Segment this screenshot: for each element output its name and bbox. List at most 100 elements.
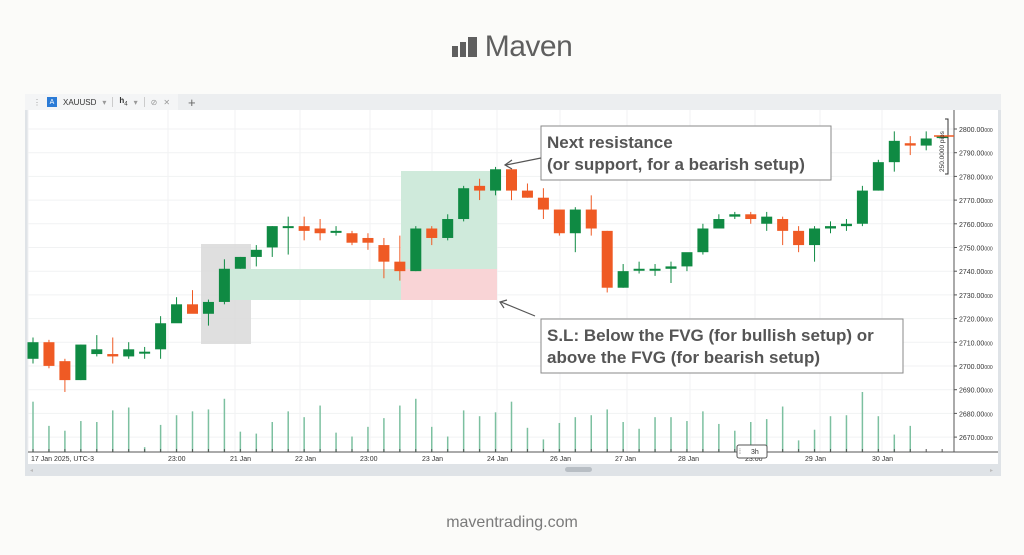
candle[interactable]: [234, 256, 246, 269]
candle[interactable]: [888, 131, 900, 172]
candle[interactable]: [713, 214, 725, 229]
price-tick-label: 2780.00000: [959, 174, 993, 181]
drag-handle-icon[interactable]: ⋮: [33, 97, 41, 107]
brand-header: Maven: [0, 30, 1024, 64]
price-tick-label: 2720.00000: [959, 317, 993, 324]
candle[interactable]: [617, 264, 629, 288]
scroll-right-icon[interactable]: ▸: [990, 468, 993, 474]
stop-loss-annotation: S.L: Below the FVG (for bullish setup) o…: [499, 299, 904, 374]
candle[interactable]: [649, 264, 661, 276]
candle[interactable]: [761, 211, 773, 231]
candle[interactable]: [362, 233, 374, 250]
svg-text:3h: 3h: [751, 449, 759, 456]
candle[interactable]: [43, 339, 55, 369]
candle[interactable]: [75, 344, 87, 381]
candle[interactable]: [729, 211, 741, 220]
candle[interactable]: [282, 216, 294, 255]
link-icon[interactable]: ⊘: [150, 97, 158, 107]
time-tick-label: 23:00: [360, 456, 378, 463]
price-tick-label: 2710.00000: [959, 340, 993, 347]
candle[interactable]: [856, 185, 868, 227]
price-tick-label: 2700.00000: [959, 364, 993, 371]
candle[interactable]: [490, 166, 502, 196]
candle[interactable]: [458, 185, 470, 222]
candle[interactable]: [697, 223, 709, 255]
candle[interactable]: [809, 226, 821, 262]
candle[interactable]: [91, 335, 103, 357]
candle[interactable]: [665, 261, 677, 283]
candle[interactable]: [27, 337, 39, 364]
candle[interactable]: [59, 358, 71, 392]
candle[interactable]: [187, 290, 198, 314]
candle[interactable]: [218, 259, 230, 305]
symbol-label[interactable]: XAUUSD: [63, 97, 97, 107]
candle[interactable]: [298, 216, 310, 241]
price-axis[interactable]: [954, 110, 998, 462]
candle[interactable]: [314, 219, 326, 241]
candle[interactable]: [139, 346, 151, 359]
candle[interactable]: [745, 211, 757, 224]
time-tick-label: 26 Jan: [550, 456, 571, 463]
candle[interactable]: [553, 209, 565, 236]
candle[interactable]: [506, 169, 517, 201]
time-tick-label: 21 Jan: [230, 456, 251, 463]
add-tab-button[interactable]: +: [188, 94, 196, 110]
chart-tab-xauusd[interactable]: ⋮ A XAUUSD ▾ h4 ▾ ⊘ ✕: [25, 94, 179, 110]
candle[interactable]: [426, 226, 438, 246]
measure-tool[interactable]: 250.0000 pips: [934, 118, 954, 175]
divider: [143, 97, 145, 107]
symbol-dropdown-icon[interactable]: ▾: [102, 97, 107, 107]
candlestick-chart[interactable]: 2800.00000 2790.00000 2780.00000 2770.00000…: [0, 0, 1024, 480]
candle[interactable]: [537, 188, 549, 220]
price-tick-label: 2790.00000: [959, 151, 993, 158]
candle[interactable]: [825, 221, 836, 234]
candle[interactable]: [569, 207, 581, 253]
candle[interactable]: [904, 136, 916, 156]
candle[interactable]: [107, 337, 119, 364]
candle[interactable]: [378, 237, 390, 279]
candle[interactable]: [202, 299, 214, 326]
time-tick-label: 29 Jan: [805, 456, 826, 463]
candle[interactable]: [872, 159, 884, 191]
price-tick-label: 2800.00000: [959, 127, 993, 134]
candle[interactable]: [920, 131, 932, 151]
candle[interactable]: [793, 226, 805, 253]
time-tick-label: 30 Jan: [872, 456, 893, 463]
candle[interactable]: [346, 230, 358, 246]
divider: [112, 97, 114, 107]
candle[interactable]: [936, 136, 948, 139]
timeframe-dropdown-icon[interactable]: ▾: [133, 97, 138, 107]
close-icon[interactable]: ✕: [163, 97, 171, 107]
price-tick-label: 2760.00000: [959, 222, 993, 229]
candle[interactable]: [601, 230, 613, 293]
candle[interactable]: [442, 214, 454, 241]
candle[interactable]: [266, 226, 278, 257]
candle[interactable]: [155, 316, 167, 359]
candle[interactable]: [521, 183, 533, 198]
symbol-badge: A: [47, 97, 57, 107]
candle[interactable]: [171, 297, 183, 324]
candle[interactable]: [410, 226, 422, 272]
candle[interactable]: [123, 342, 135, 359]
time-tick-label: 27 Jan: [615, 456, 636, 463]
interval-badge[interactable]: ⁞ 3h: [736, 444, 768, 459]
scrollbar-thumb[interactable]: [565, 467, 592, 472]
candle[interactable]: [777, 216, 789, 246]
candle[interactable]: [330, 226, 342, 236]
candle[interactable]: [474, 178, 486, 201]
horizontal-scrollbar[interactable]: [28, 464, 998, 474]
candle[interactable]: [250, 245, 262, 267]
price-tick-label: 2670.00000: [959, 435, 993, 442]
svg-text:S.L: Below the FVG (for bullis: S.L: Below the FVG (for bullish setup) o…: [547, 326, 874, 345]
timeframe-label[interactable]: h4: [119, 96, 128, 108]
candle[interactable]: [840, 219, 852, 231]
resistance-annotation: Next resistance (or support, for a bearis…: [503, 125, 832, 181]
scroll-left-icon[interactable]: ◂: [30, 468, 33, 474]
candle[interactable]: [394, 235, 406, 281]
maven-logo-icon: [451, 37, 477, 57]
price-tick-label: 2680.00000: [959, 411, 993, 418]
candle[interactable]: [681, 252, 693, 272]
candle[interactable]: [585, 195, 597, 236]
price-tick-label: 2750.00000: [959, 246, 993, 253]
candle[interactable]: [633, 261, 645, 274]
